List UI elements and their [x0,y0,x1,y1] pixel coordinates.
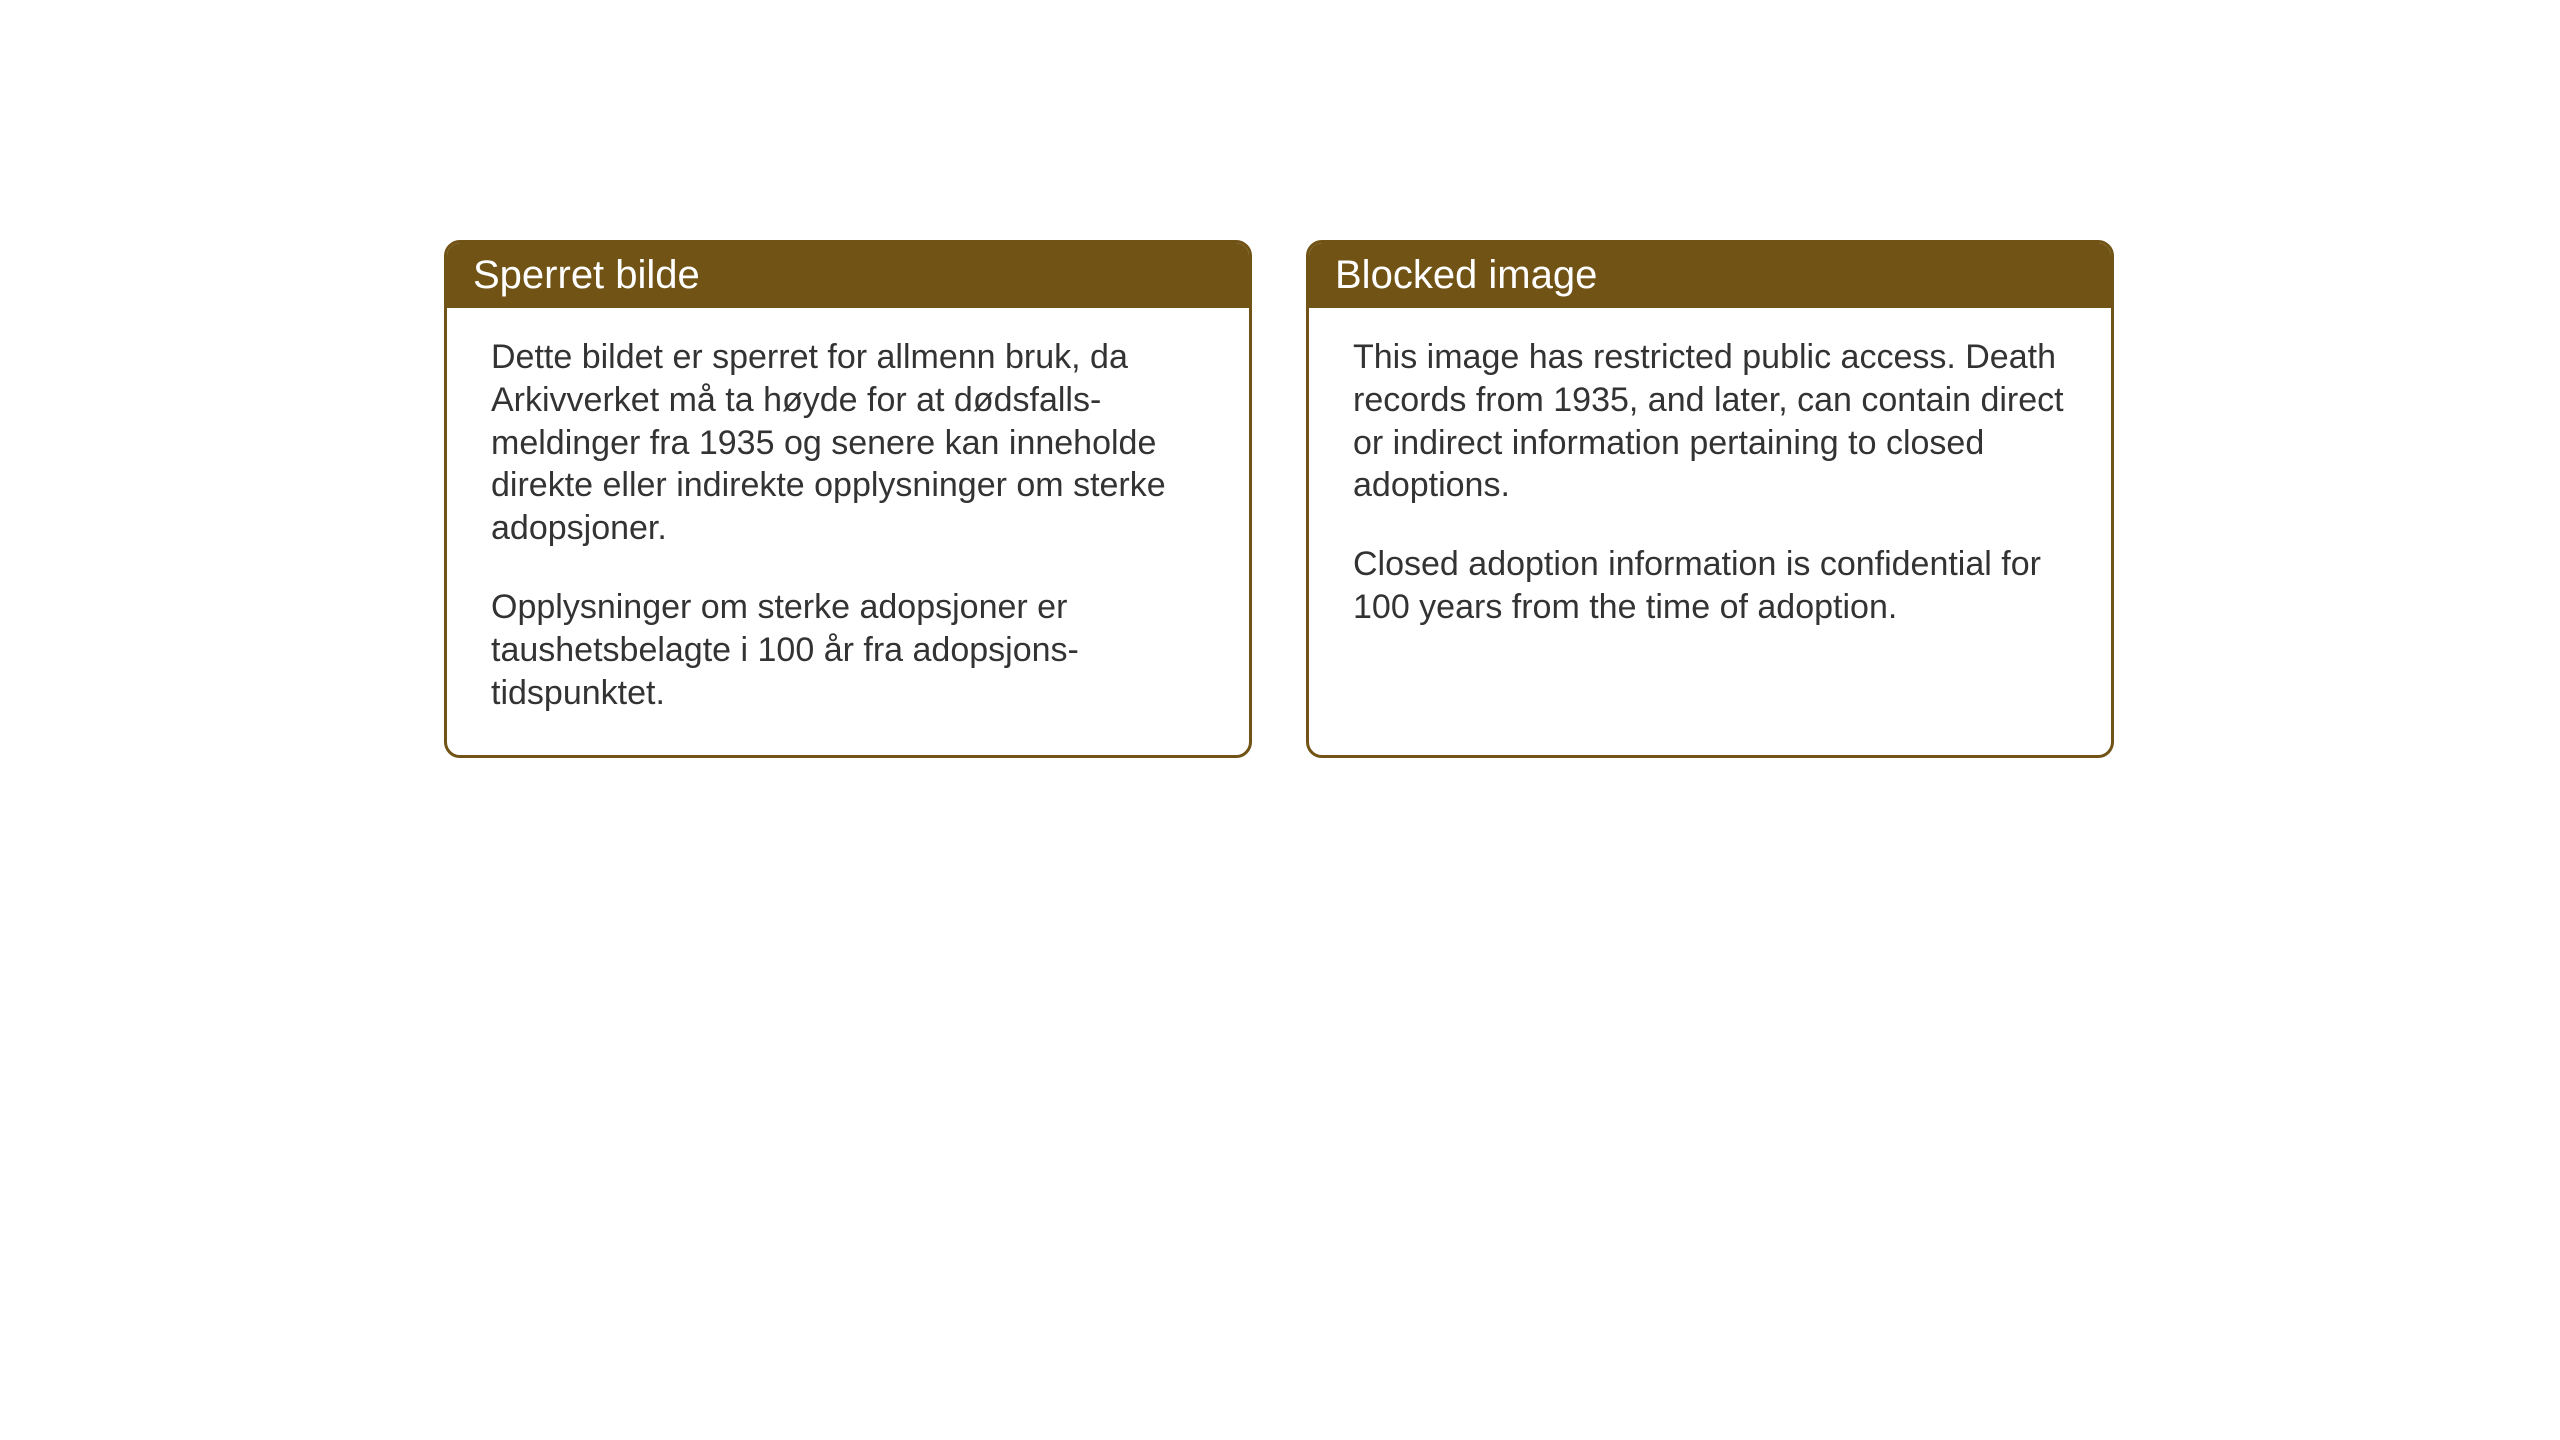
notice-paragraph: Dette bildet er sperret for allmenn bruk… [491,336,1205,550]
notice-paragraph: This image has restricted public access.… [1353,336,2067,507]
notice-box-norwegian: Sperret bilde Dette bildet er sperret fo… [444,240,1252,758]
notice-paragraph: Opplysninger om sterke adopsjoner er tau… [491,586,1205,714]
notice-body-english: This image has restricted public access.… [1309,308,2111,669]
notice-paragraph: Closed adoption information is confident… [1353,543,2067,629]
notice-body-norwegian: Dette bildet er sperret for allmenn bruk… [447,308,1249,755]
notice-container: Sperret bilde Dette bildet er sperret fo… [444,240,2114,758]
notice-header-english: Blocked image [1309,243,2111,308]
notice-header-norwegian: Sperret bilde [447,243,1249,308]
notice-box-english: Blocked image This image has restricted … [1306,240,2114,758]
